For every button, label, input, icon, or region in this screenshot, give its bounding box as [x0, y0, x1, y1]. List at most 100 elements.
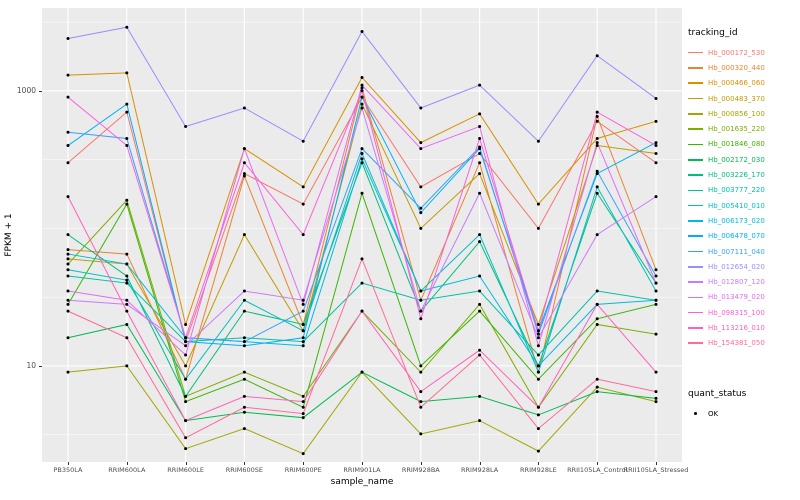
data-point [478, 302, 482, 306]
x-tick-mark [126, 462, 128, 465]
data-point [125, 144, 129, 148]
data-point [125, 336, 129, 340]
data-point [125, 322, 129, 326]
legend-item-Hb_006478_070[interactable]: Hb_006478_070 [688, 229, 798, 244]
legend-item-label: Hb_013479_020 [708, 293, 765, 302]
data-point [478, 191, 482, 195]
legend-item-ok[interactable]: OK [688, 406, 798, 421]
data-point [360, 281, 364, 285]
data-point [242, 147, 246, 151]
legend-line-swatch [688, 266, 703, 268]
data-point [419, 147, 423, 151]
legend-item-Hb_000466_060[interactable]: Hb_000466_060 [688, 76, 798, 91]
x-tick-label: RRIM600PE [284, 466, 322, 474]
legend-quant-status: quant_status OK [688, 389, 798, 421]
data-point [66, 37, 70, 41]
legend-item-label: Hb_003777_220 [708, 186, 765, 195]
legend-item-Hb_000483_370[interactable]: Hb_000483_370 [688, 91, 798, 106]
data-point [66, 302, 70, 306]
data-point [536, 329, 540, 333]
data-point [536, 202, 540, 206]
data-point [66, 262, 70, 266]
data-point [595, 191, 599, 195]
legend-line-swatch [688, 174, 703, 176]
legend-item-Hb_000856_100[interactable]: Hb_000856_100 [688, 106, 798, 121]
legend-item-Hb_003777_220[interactable]: Hb_003777_220 [688, 183, 798, 198]
data-point [242, 370, 246, 374]
data-point [66, 95, 70, 99]
data-point [301, 405, 305, 409]
data-point [66, 257, 70, 261]
data-point [184, 322, 188, 326]
legend-item-label: Hb_154381_050 [708, 339, 765, 348]
data-point [654, 96, 658, 100]
legend-item-Hb_113216_010[interactable]: Hb_113216_010 [688, 320, 798, 335]
data-point [654, 141, 658, 145]
data-point [419, 298, 423, 302]
data-point [595, 233, 599, 237]
legend-line-swatch [688, 204, 703, 207]
legend-item-Hb_007111_040[interactable]: Hb_007111_040 [688, 244, 798, 259]
data-point [654, 302, 658, 306]
data-point [478, 394, 482, 398]
legend-item-Hb_154381_050[interactable]: Hb_154381_050 [688, 336, 798, 351]
data-point [301, 416, 305, 420]
legend-item-Hb_001846_080[interactable]: Hb_001846_080 [688, 137, 798, 152]
data-point [536, 370, 540, 374]
data-point [478, 289, 482, 293]
data-point [478, 112, 482, 116]
data-point [360, 75, 364, 79]
data-point [360, 83, 364, 87]
data-point [301, 322, 305, 326]
data-point [360, 152, 364, 156]
data-point [242, 336, 246, 340]
data-point [360, 257, 364, 261]
data-point [419, 390, 423, 394]
data-point [66, 130, 70, 134]
data-point [536, 336, 540, 340]
data-point [242, 309, 246, 313]
data-point [301, 302, 305, 306]
legend-line-swatch [688, 296, 703, 299]
legend-item-Hb_000320_440[interactable]: Hb_000320_440 [688, 60, 798, 75]
y-axis-label: FPKM + 1 [4, 213, 14, 257]
plot-svg [42, 8, 682, 462]
data-point [242, 427, 246, 431]
x-tick-mark [303, 462, 305, 465]
legend-title-quant-status: quant_status [688, 388, 747, 399]
data-point [360, 29, 364, 33]
legend-item-Hb_002172_030[interactable]: Hb_002172_030 [688, 152, 798, 167]
legend-item-Hb_098315_100[interactable]: Hb_098315_100 [688, 305, 798, 320]
x-tick-label: RRIM928LA [461, 466, 499, 474]
data-point [595, 302, 599, 306]
data-point [654, 298, 658, 302]
data-point [301, 394, 305, 398]
legend-item-Hb_003226_170[interactable]: Hb_003226_170 [688, 167, 798, 182]
x-tick-mark [479, 462, 481, 465]
data-point [301, 329, 305, 333]
legend-item-label: Hb_001846_080 [708, 140, 765, 149]
legend-item-Hb_000172_530[interactable]: Hb_000172_530 [688, 45, 798, 60]
legend-item-Hb_006173_020[interactable]: Hb_006173_020 [688, 213, 798, 228]
data-point [595, 141, 599, 145]
legend-item-Hb_013479_020[interactable]: Hb_013479_020 [688, 290, 798, 305]
x-tick-mark [597, 462, 599, 465]
data-point [536, 139, 540, 143]
legend-item-Hb_012654_020[interactable]: Hb_012654_020 [688, 259, 798, 274]
legend-item-label: Hb_113216_010 [708, 323, 765, 332]
data-point [66, 309, 70, 313]
x-tick-mark [244, 462, 246, 465]
data-point [595, 385, 599, 389]
legend-item-Hb_005410_010[interactable]: Hb_005410_010 [688, 198, 798, 213]
data-point [301, 233, 305, 237]
data-point [125, 278, 129, 282]
data-point [595, 119, 599, 123]
data-point [301, 336, 305, 340]
data-point [360, 191, 364, 195]
legend-item-Hb_012807_120[interactable]: Hb_012807_120 [688, 274, 798, 289]
data-point [184, 377, 188, 381]
data-point [478, 136, 482, 140]
data-point [125, 71, 129, 75]
data-point [654, 396, 658, 400]
legend-item-Hb_001635_220[interactable]: Hb_001635_220 [688, 121, 798, 136]
